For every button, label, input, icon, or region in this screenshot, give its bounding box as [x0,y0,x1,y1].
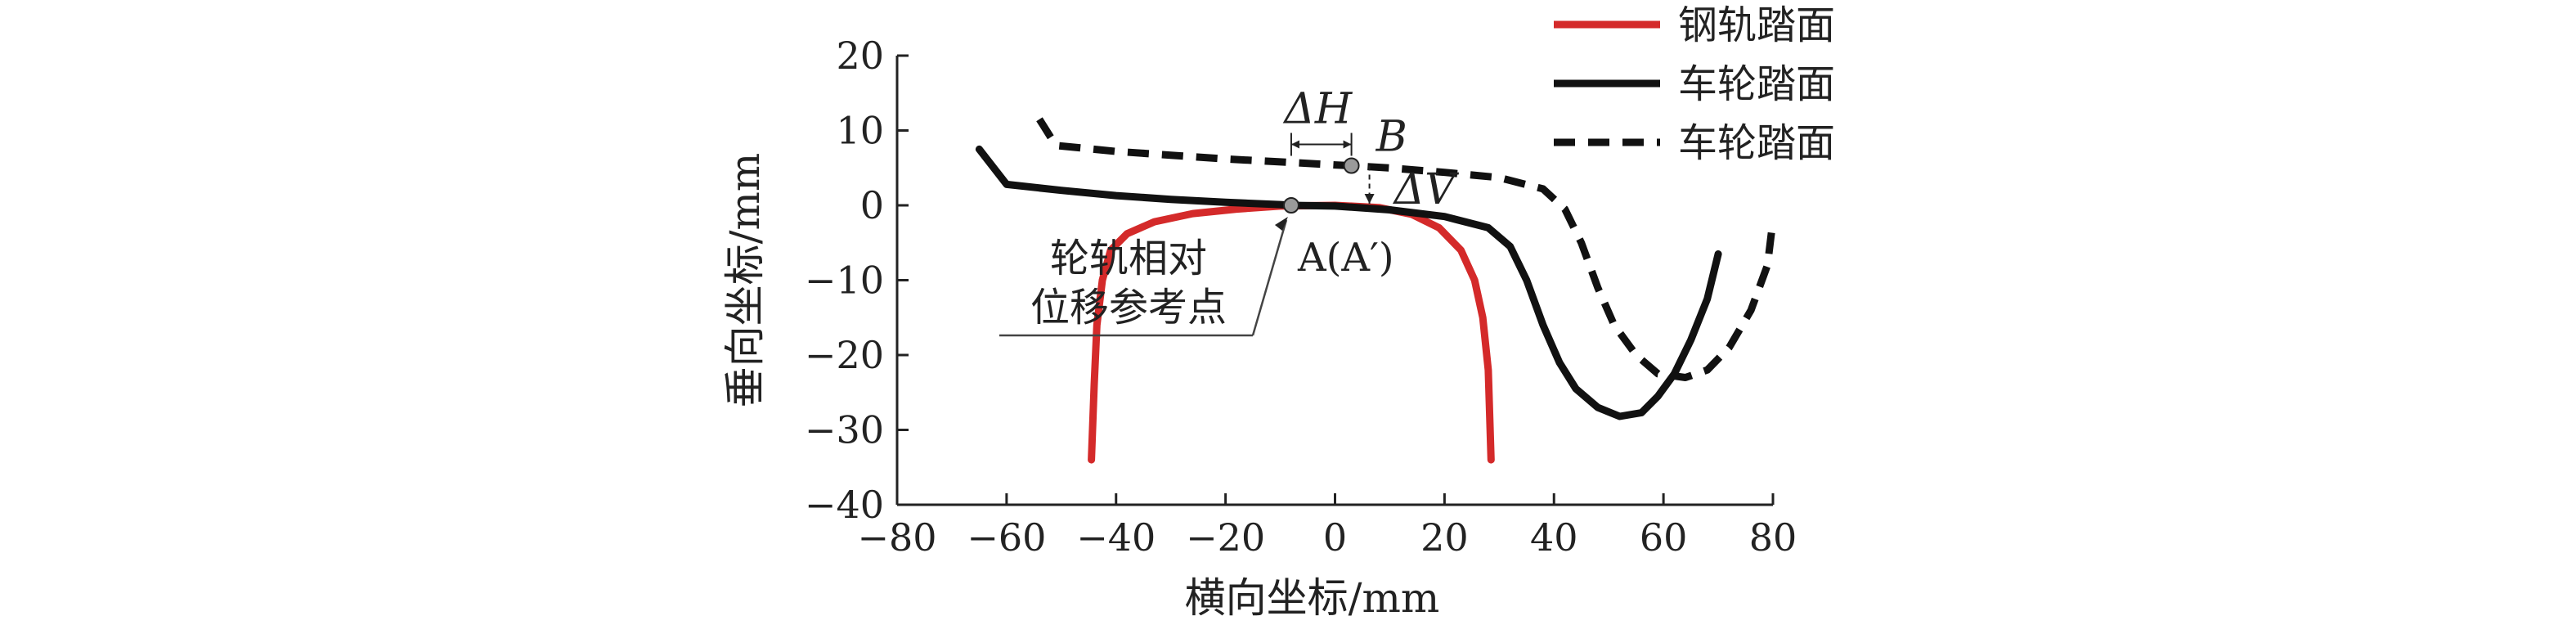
x-tick-label: −80 [857,515,936,560]
legend-label-2: 车轮踏面 [1678,120,1835,166]
legend-label-0: 钢轨踏面 [1678,2,1835,48]
y-tick-label: 10 [836,109,884,153]
delta-v-arrow [1364,194,1375,204]
series-2-line [1036,117,1777,381]
delta-h-label: ΔH [1282,85,1353,134]
reference-arrow-head [1274,217,1288,231]
reference-label-line1: 轮轨相对 [1050,236,1207,281]
y-tick-label: −20 [805,333,884,377]
reference-label-line2: 位移参考点 [1030,285,1227,330]
x-tick-label: −40 [1076,515,1156,560]
y-axis-title: 垂向坐标/mm [721,153,769,408]
point-b-label: B [1376,113,1407,162]
delta-h-arrow-left [1290,140,1299,149]
legend-label-1: 车轮踏面 [1678,61,1835,107]
series-layer [975,117,1777,464]
x-axis-title: 横向坐标/mm [1185,574,1440,622]
x-tick-label: −60 [967,515,1046,560]
delta-h-arrow-right [1343,140,1352,149]
y-tick-label: 20 [836,34,884,78]
x-tick-label: 20 [1420,515,1469,560]
y-tick-label: 0 [860,183,884,227]
point-b-marker [1343,157,1360,174]
y-tick-label: −10 [805,259,884,303]
y-tick-label: −30 [805,408,884,452]
delta-v-label: ΔV [1393,165,1460,214]
x-tick-label: 60 [1640,515,1688,560]
x-tick-label: −20 [1186,515,1265,560]
x-tick-label: 80 [1749,515,1797,560]
y-tick-label: −40 [805,483,884,527]
x-tick-label: 40 [1530,515,1578,560]
point-a-marker [1282,197,1299,214]
series-1-line [975,145,1722,420]
reference-leader-line [1251,219,1288,336]
axes-frame: −80 −60 −40 −20 0 20 40 60 80 20 10 0 −10 −20 −30 −40 [805,34,1797,560]
x-tick-label: 0 [1323,515,1347,560]
point-a-label: A(A′) [1297,235,1394,281]
